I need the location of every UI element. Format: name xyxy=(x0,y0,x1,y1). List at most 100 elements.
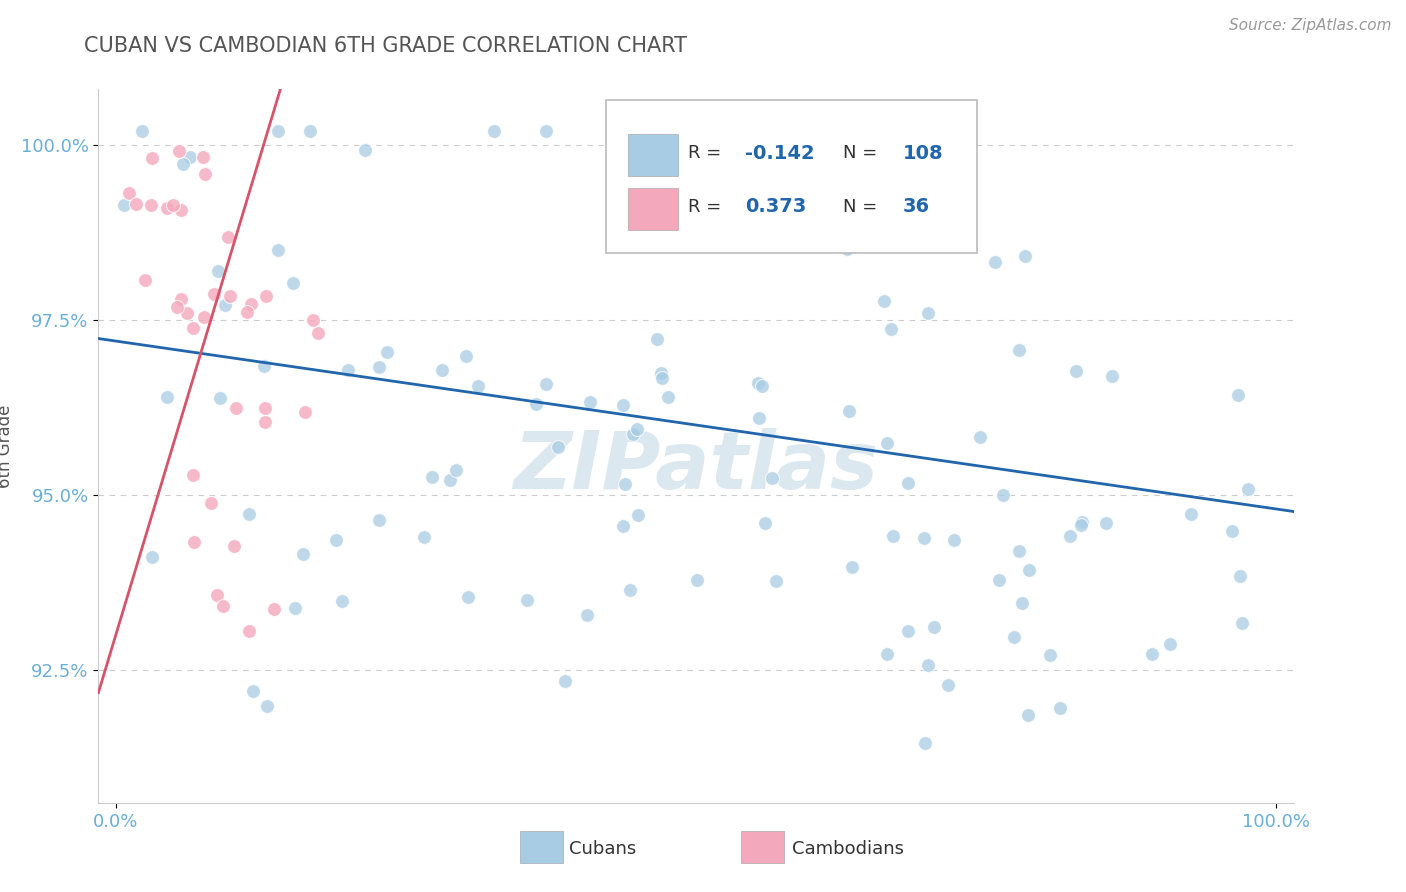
Point xyxy=(375,345,398,359)
Point xyxy=(917,658,939,673)
Point xyxy=(170,203,193,218)
Point xyxy=(1095,516,1118,530)
Text: 108: 108 xyxy=(903,144,943,163)
Point xyxy=(217,230,239,244)
Point xyxy=(439,473,461,487)
Point xyxy=(641,203,664,218)
Point xyxy=(1230,616,1253,631)
Point xyxy=(141,151,163,165)
Point xyxy=(1229,569,1251,583)
Point xyxy=(238,507,260,521)
Point xyxy=(162,198,184,212)
Point xyxy=(167,144,190,158)
Point xyxy=(235,305,257,319)
Point xyxy=(267,244,290,258)
Point xyxy=(765,574,787,588)
Point xyxy=(239,297,262,311)
Point xyxy=(647,332,669,346)
Point xyxy=(626,422,648,436)
Text: N =: N = xyxy=(844,198,883,216)
Point xyxy=(193,310,215,325)
Point xyxy=(1011,596,1033,610)
Point xyxy=(984,255,1007,269)
Point xyxy=(534,377,557,392)
Point xyxy=(554,673,576,688)
Point xyxy=(754,516,776,530)
Point xyxy=(897,475,920,490)
Point xyxy=(627,508,650,523)
Point xyxy=(612,518,634,533)
Point xyxy=(852,214,875,228)
Point xyxy=(651,371,673,385)
Point xyxy=(225,401,247,415)
Point xyxy=(467,378,489,392)
Point xyxy=(238,624,260,639)
Point xyxy=(747,376,769,391)
Point xyxy=(166,301,188,315)
Point xyxy=(1002,630,1025,644)
Point xyxy=(1008,544,1031,558)
Point xyxy=(212,599,235,613)
Point xyxy=(1008,343,1031,358)
Point xyxy=(1039,648,1062,663)
Point xyxy=(1101,368,1123,383)
Point xyxy=(207,264,229,278)
Point xyxy=(256,698,278,713)
FancyBboxPatch shape xyxy=(741,831,785,863)
Text: Cubans: Cubans xyxy=(569,840,637,858)
Point xyxy=(922,620,945,634)
Point xyxy=(141,550,163,565)
Point xyxy=(170,292,193,306)
Point xyxy=(882,529,904,543)
Point xyxy=(254,415,277,429)
Point xyxy=(207,588,229,602)
Point xyxy=(281,276,304,290)
Point xyxy=(368,360,391,375)
Point xyxy=(291,547,314,561)
Point xyxy=(194,167,217,181)
Point xyxy=(650,367,672,381)
Point xyxy=(873,293,896,308)
Point xyxy=(336,363,359,377)
Point xyxy=(253,359,276,374)
Text: R =: R = xyxy=(688,198,727,216)
Point xyxy=(612,398,634,412)
Point xyxy=(294,405,316,419)
Text: 0.373: 0.373 xyxy=(745,197,806,217)
Point xyxy=(943,533,966,548)
Point xyxy=(325,533,347,548)
Point xyxy=(253,401,276,416)
Point xyxy=(183,534,205,549)
Text: R =: R = xyxy=(688,145,727,162)
Point xyxy=(748,411,770,425)
FancyBboxPatch shape xyxy=(628,187,678,230)
Point xyxy=(432,363,454,377)
Point xyxy=(457,590,479,604)
Point xyxy=(181,320,204,334)
Point xyxy=(969,430,991,444)
Point xyxy=(298,124,321,138)
Text: -0.142: -0.142 xyxy=(745,144,814,163)
Point xyxy=(1064,364,1087,378)
Point xyxy=(876,436,898,450)
Point xyxy=(125,196,148,211)
Point xyxy=(657,390,679,404)
Point xyxy=(176,305,198,319)
Point xyxy=(761,471,783,485)
Point xyxy=(1049,701,1071,715)
Point xyxy=(876,647,898,661)
Point xyxy=(897,624,920,638)
Point xyxy=(301,312,323,326)
Point xyxy=(219,288,242,302)
Point xyxy=(267,124,290,138)
Point xyxy=(579,395,602,409)
Point xyxy=(751,379,773,393)
Point xyxy=(1237,482,1260,496)
Point xyxy=(1140,647,1163,661)
Point xyxy=(214,298,236,312)
Point xyxy=(209,392,232,406)
Text: Source: ZipAtlas.com: Source: ZipAtlas.com xyxy=(1229,18,1392,33)
Point xyxy=(172,157,194,171)
Point xyxy=(614,477,637,491)
Point xyxy=(841,559,863,574)
